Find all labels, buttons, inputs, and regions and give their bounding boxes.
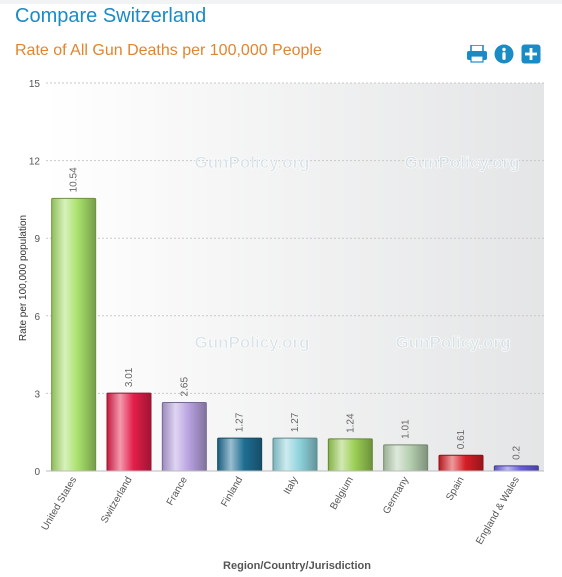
x-axis-label: Region/Country/Jurisdiction: [223, 560, 371, 572]
x-tick-label: England & Wales: [474, 475, 522, 547]
watermark-text: GunPolicy.org: [396, 333, 511, 352]
bar-spain[interactable]: [438, 454, 484, 472]
watermark-text: GunPolicy.org: [195, 153, 310, 172]
y-tick-label: 9: [34, 234, 40, 245]
x-tick-labels: United States Switzerland France Finland Ita…: [40, 475, 522, 547]
bars: [51, 197, 539, 472]
bar-switzerland[interactable]: [106, 392, 152, 472]
x-tick-label: United States: [40, 475, 80, 533]
chart-toolbar: [466, 43, 542, 65]
grid-lines: [46, 82, 544, 394]
value-label: 0.2: [511, 445, 522, 459]
y-axis-label: Rate per 100,000 population: [18, 215, 29, 341]
bar-finland[interactable]: [217, 437, 263, 472]
x-tick-label: Switzerland: [99, 475, 134, 525]
add-button[interactable]: [520, 43, 542, 65]
print-icon: [467, 45, 487, 63]
watermark-text: GunPolicy.org: [405, 153, 520, 172]
value-label: 1.27: [235, 412, 246, 432]
y-tick-label: 0: [34, 467, 40, 478]
value-label: 0.61: [456, 429, 467, 449]
value-label: 2.65: [179, 377, 190, 397]
value-label: 10.54: [69, 167, 80, 192]
x-tick-label: France: [165, 475, 190, 508]
bar-england-wales[interactable]: [493, 465, 539, 472]
value-labels: 10.54 3.01 2.65 1.27 1.27 1.24 1.01 0.61 0.2: [69, 167, 523, 460]
info-icon: [494, 44, 514, 64]
y-tick-label: 6: [34, 312, 40, 323]
x-tick-label: Spain: [444, 475, 466, 503]
value-label: 1.01: [401, 419, 412, 439]
value-label: 1.27: [290, 412, 301, 432]
bar-belgium[interactable]: [327, 438, 373, 472]
print-button[interactable]: [466, 43, 488, 65]
page-title: Compare Switzerland: [15, 5, 207, 27]
x-tick-label: Finland: [219, 475, 245, 509]
y-tick-label: 3: [34, 389, 40, 400]
value-label: 3.01: [124, 367, 135, 387]
y-tick-label: 15: [29, 79, 41, 90]
bar-italy[interactable]: [272, 437, 318, 472]
top-divider: [0, 0, 562, 4]
bar-united-states[interactable]: [51, 197, 97, 472]
y-tick-labels: 0 3 6 9 12 15: [29, 79, 41, 478]
bar-germany[interactable]: [383, 444, 429, 472]
info-button[interactable]: [493, 43, 515, 65]
plus-icon: [521, 44, 541, 64]
y-tick-label: 12: [29, 157, 41, 168]
chart-title: Rate of All Gun Deaths per 100,000 Peopl…: [15, 42, 322, 59]
x-tick-label: Italy: [282, 475, 301, 496]
bar-france[interactable]: [161, 401, 207, 472]
x-tick-label: Germany: [381, 475, 411, 516]
watermark-text: GunPolicy.org: [195, 333, 310, 352]
watermarks: GunPolicy.org GunPolicy.org GunPolicy.org G…: [194, 153, 520, 353]
x-tick-label: Belgium: [328, 475, 356, 512]
value-label: 1.24: [345, 413, 356, 433]
